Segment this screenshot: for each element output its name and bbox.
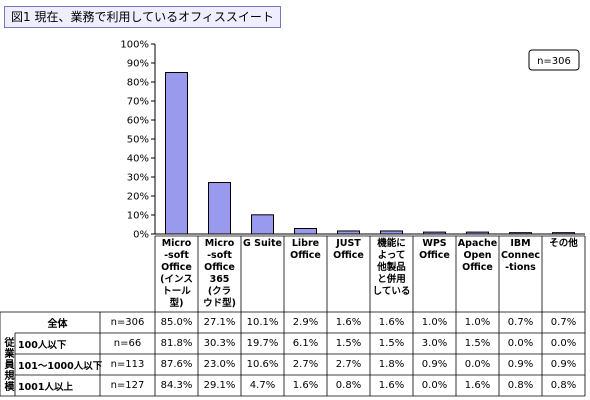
bar	[337, 230, 360, 235]
annotation: n=306	[537, 56, 571, 67]
annotation-box	[528, 49, 580, 71]
x-tick-label: JUST Office	[333, 238, 364, 261]
table-cell: 1.8%	[378, 359, 405, 370]
y-tick-label: 40%	[127, 154, 149, 165]
table-cell: 0.8%	[507, 380, 534, 391]
table-cell: 23.0%	[203, 359, 236, 370]
table-cell: 1.6%	[292, 380, 319, 391]
y-tick-label: 30%	[127, 173, 149, 184]
table-cell: 2.7%	[335, 359, 362, 370]
y-tick-label: 0%	[133, 230, 149, 241]
x-tick-label: Micro -soft Office 365 (クラ ウド型)	[203, 238, 236, 309]
table-cell: 1.0%	[464, 317, 491, 328]
table-cell: 27.1%	[203, 317, 236, 328]
table-cell: 0.9%	[507, 359, 534, 370]
table-cell: 0.0%	[464, 359, 491, 370]
bar	[380, 230, 403, 235]
x-tick-label: G Suite	[243, 238, 282, 249]
table-cell: 0.0%	[421, 380, 448, 391]
y-tick-label: 50%	[127, 135, 149, 146]
y-tick-label: 80%	[127, 78, 149, 89]
bar	[165, 72, 188, 235]
table-cell: 1.5%	[335, 338, 362, 349]
row-n: n=306	[110, 317, 145, 328]
bar	[552, 232, 575, 235]
bar	[423, 231, 446, 235]
table-cell: 0.0%	[507, 338, 534, 349]
y-tick-label: 70%	[127, 97, 149, 108]
x-tick-label: その他	[549, 238, 578, 249]
y-tick-label: 20%	[127, 192, 149, 203]
x-tick-label: Apache Open Office	[457, 238, 498, 273]
bar	[251, 214, 274, 235]
row-label: 100人以下	[18, 339, 67, 351]
chart-title: 図1 現在、業務で利用しているオフィススイート	[4, 6, 281, 28]
table-cell: 30.3%	[203, 338, 236, 349]
row-n: n=113	[110, 359, 145, 370]
y-tick-label: 60%	[127, 116, 149, 127]
x-tick-label: 機能に よって 他製品 と併用 している	[372, 238, 411, 297]
y-tick-label: 90%	[127, 59, 149, 70]
table-cell: 4.7%	[249, 380, 276, 391]
x-tick-label: Libre Office	[290, 238, 321, 261]
bar	[208, 182, 231, 235]
table-cell: 87.6%	[160, 359, 193, 370]
table-cell: 1.0%	[421, 317, 448, 328]
y-tick-label: 100%	[120, 40, 149, 51]
bar	[509, 232, 532, 235]
table-cell: 0.9%	[421, 359, 448, 370]
bar	[294, 227, 317, 235]
row-label: 全体	[47, 319, 68, 330]
row-label: 101〜1000人以下	[18, 360, 103, 372]
table-cell: 2.7%	[292, 359, 319, 370]
table-cell: 0.0%	[550, 338, 577, 349]
x-tick-label: Micro -soft Office (インス トール 型)	[160, 238, 193, 309]
table-cell: 0.8%	[335, 380, 362, 391]
table-cell: 81.8%	[160, 338, 193, 349]
y-tick-label: 10%	[127, 211, 149, 222]
table-cell: 1.6%	[378, 317, 405, 328]
table-cell: 85.0%	[160, 317, 193, 328]
table-cell: 1.5%	[378, 338, 405, 349]
table-cell: 10.6%	[246, 359, 279, 370]
bar	[466, 231, 489, 235]
table-cell: 84.3%	[160, 380, 193, 391]
table-cell: 0.9%	[550, 359, 577, 370]
row-n: n=127	[110, 380, 145, 391]
group-label: 従業員規模	[2, 337, 13, 392]
row-n: n=66	[113, 338, 142, 349]
table-cell: 2.9%	[292, 317, 319, 328]
table-cell: 1.6%	[464, 380, 491, 391]
x-tick-label: WPS Office	[419, 238, 450, 261]
table-cell: 0.7%	[507, 317, 534, 328]
table-cell: 29.1%	[203, 380, 236, 391]
x-tick-label: IBM Connec -tions	[500, 238, 541, 273]
table-cell: 0.8%	[550, 380, 577, 391]
table-cell: 6.1%	[292, 338, 319, 349]
table-cell: 0.7%	[550, 317, 577, 328]
table-cell: 10.1%	[246, 317, 279, 328]
table-cell: 1.6%	[378, 380, 405, 391]
table-cell: 1.6%	[335, 317, 362, 328]
table-cell: 3.0%	[421, 338, 448, 349]
table-cell: 1.5%	[464, 338, 491, 349]
row-label: 1001人以上	[18, 381, 73, 393]
table-cell: 19.7%	[246, 338, 279, 349]
